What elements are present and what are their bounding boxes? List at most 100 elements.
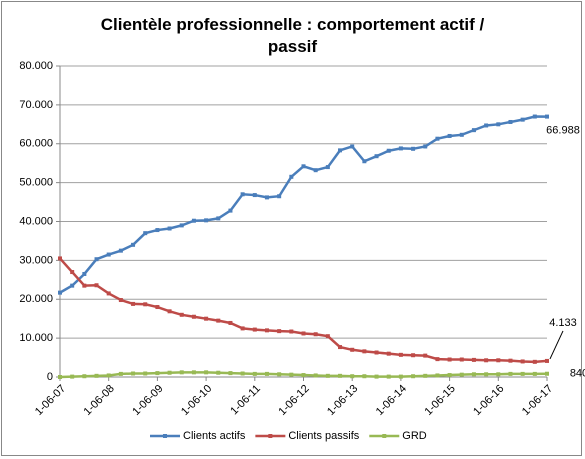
- point-marker: [94, 373, 99, 378]
- point-marker: [435, 357, 440, 362]
- point-marker: [411, 146, 416, 151]
- point-marker: [325, 334, 330, 339]
- point-marker: [252, 327, 257, 332]
- point-marker: [325, 373, 330, 378]
- y-tick-label: 60.000: [19, 138, 53, 150]
- point-marker: [350, 347, 355, 352]
- point-marker: [484, 372, 489, 377]
- point-marker: [532, 359, 537, 364]
- point-marker: [532, 371, 537, 376]
- point-marker: [350, 374, 355, 379]
- y-tick-label: 30.000: [19, 254, 53, 266]
- point-marker: [131, 301, 136, 306]
- point-marker: [277, 329, 282, 334]
- chart-title: Clientèle professionnelle : comportement…: [100, 15, 485, 56]
- point-marker: [143, 302, 148, 307]
- y-tick-label: 0: [47, 371, 53, 383]
- point-marker: [362, 349, 367, 354]
- point-marker: [204, 218, 209, 223]
- point-marker: [131, 242, 136, 247]
- point-marker: [289, 329, 294, 334]
- point-marker: [484, 123, 489, 128]
- y-tick-label: 80.000: [19, 60, 53, 72]
- point-marker: [496, 358, 501, 363]
- point-marker: [411, 374, 416, 379]
- point-marker: [167, 226, 172, 231]
- point-marker: [118, 248, 123, 253]
- point-marker: [338, 345, 343, 350]
- point-marker: [264, 371, 269, 376]
- point-marker: [435, 373, 440, 378]
- point-marker: [447, 357, 452, 362]
- point-marker: [508, 358, 513, 363]
- point-marker: [374, 350, 379, 355]
- point-marker: [301, 164, 306, 169]
- point-marker: [58, 375, 62, 379]
- point-marker: [471, 128, 476, 133]
- point-marker: [374, 374, 379, 379]
- point-marker: [70, 270, 75, 275]
- point-marker: [545, 358, 549, 363]
- point-marker: [58, 290, 62, 295]
- point-marker: [325, 165, 330, 170]
- point-marker: [496, 372, 501, 377]
- point-marker: [313, 168, 318, 173]
- y-tick-label: 70.000: [19, 99, 53, 111]
- point-marker: [118, 371, 123, 376]
- point-marker: [58, 256, 62, 261]
- point-marker: [520, 359, 525, 364]
- point-marker: [313, 332, 318, 337]
- point-marker: [362, 159, 367, 164]
- point-marker: [240, 326, 245, 331]
- point-marker: [143, 231, 148, 236]
- data-label: 66.988: [546, 124, 580, 136]
- point-marker: [423, 353, 428, 358]
- point-marker: [94, 257, 99, 262]
- point-marker: [496, 122, 501, 127]
- point-marker: [143, 371, 148, 376]
- point-marker: [447, 373, 452, 378]
- point-marker: [155, 228, 160, 233]
- point-marker: [386, 148, 391, 153]
- point-marker: [289, 174, 294, 179]
- point-marker: [411, 353, 416, 358]
- point-marker: [386, 351, 391, 356]
- point-marker: [216, 370, 221, 375]
- data-label: 4.133: [549, 317, 577, 329]
- point-marker: [313, 373, 318, 378]
- point-marker: [155, 305, 160, 310]
- point-marker: [301, 373, 306, 378]
- legend-label: GRD: [402, 430, 427, 442]
- point-marker: [252, 371, 257, 376]
- point-marker: [82, 283, 87, 288]
- point-marker: [447, 133, 452, 138]
- point-marker: [155, 371, 160, 376]
- point-marker: [398, 352, 403, 357]
- legend-label: Clients passifs: [288, 430, 359, 442]
- point-marker: [106, 252, 111, 257]
- point-marker: [435, 136, 440, 141]
- point-marker: [484, 358, 489, 363]
- point-marker: [277, 372, 282, 377]
- legend-marker: [382, 434, 387, 438]
- data-label: 840: [570, 368, 585, 380]
- point-marker: [94, 283, 99, 288]
- point-marker: [167, 309, 172, 314]
- point-marker: [545, 371, 549, 376]
- point-marker: [70, 374, 75, 379]
- legend-marker: [268, 434, 273, 438]
- point-marker: [532, 114, 537, 119]
- point-marker: [131, 371, 136, 376]
- point-marker: [459, 357, 464, 362]
- point-marker: [338, 148, 343, 153]
- point-marker: [301, 331, 306, 336]
- point-marker: [362, 374, 367, 379]
- point-marker: [82, 374, 87, 379]
- point-marker: [82, 271, 87, 276]
- point-marker: [398, 146, 403, 151]
- point-marker: [471, 357, 476, 362]
- point-marker: [459, 372, 464, 377]
- point-marker: [191, 218, 196, 223]
